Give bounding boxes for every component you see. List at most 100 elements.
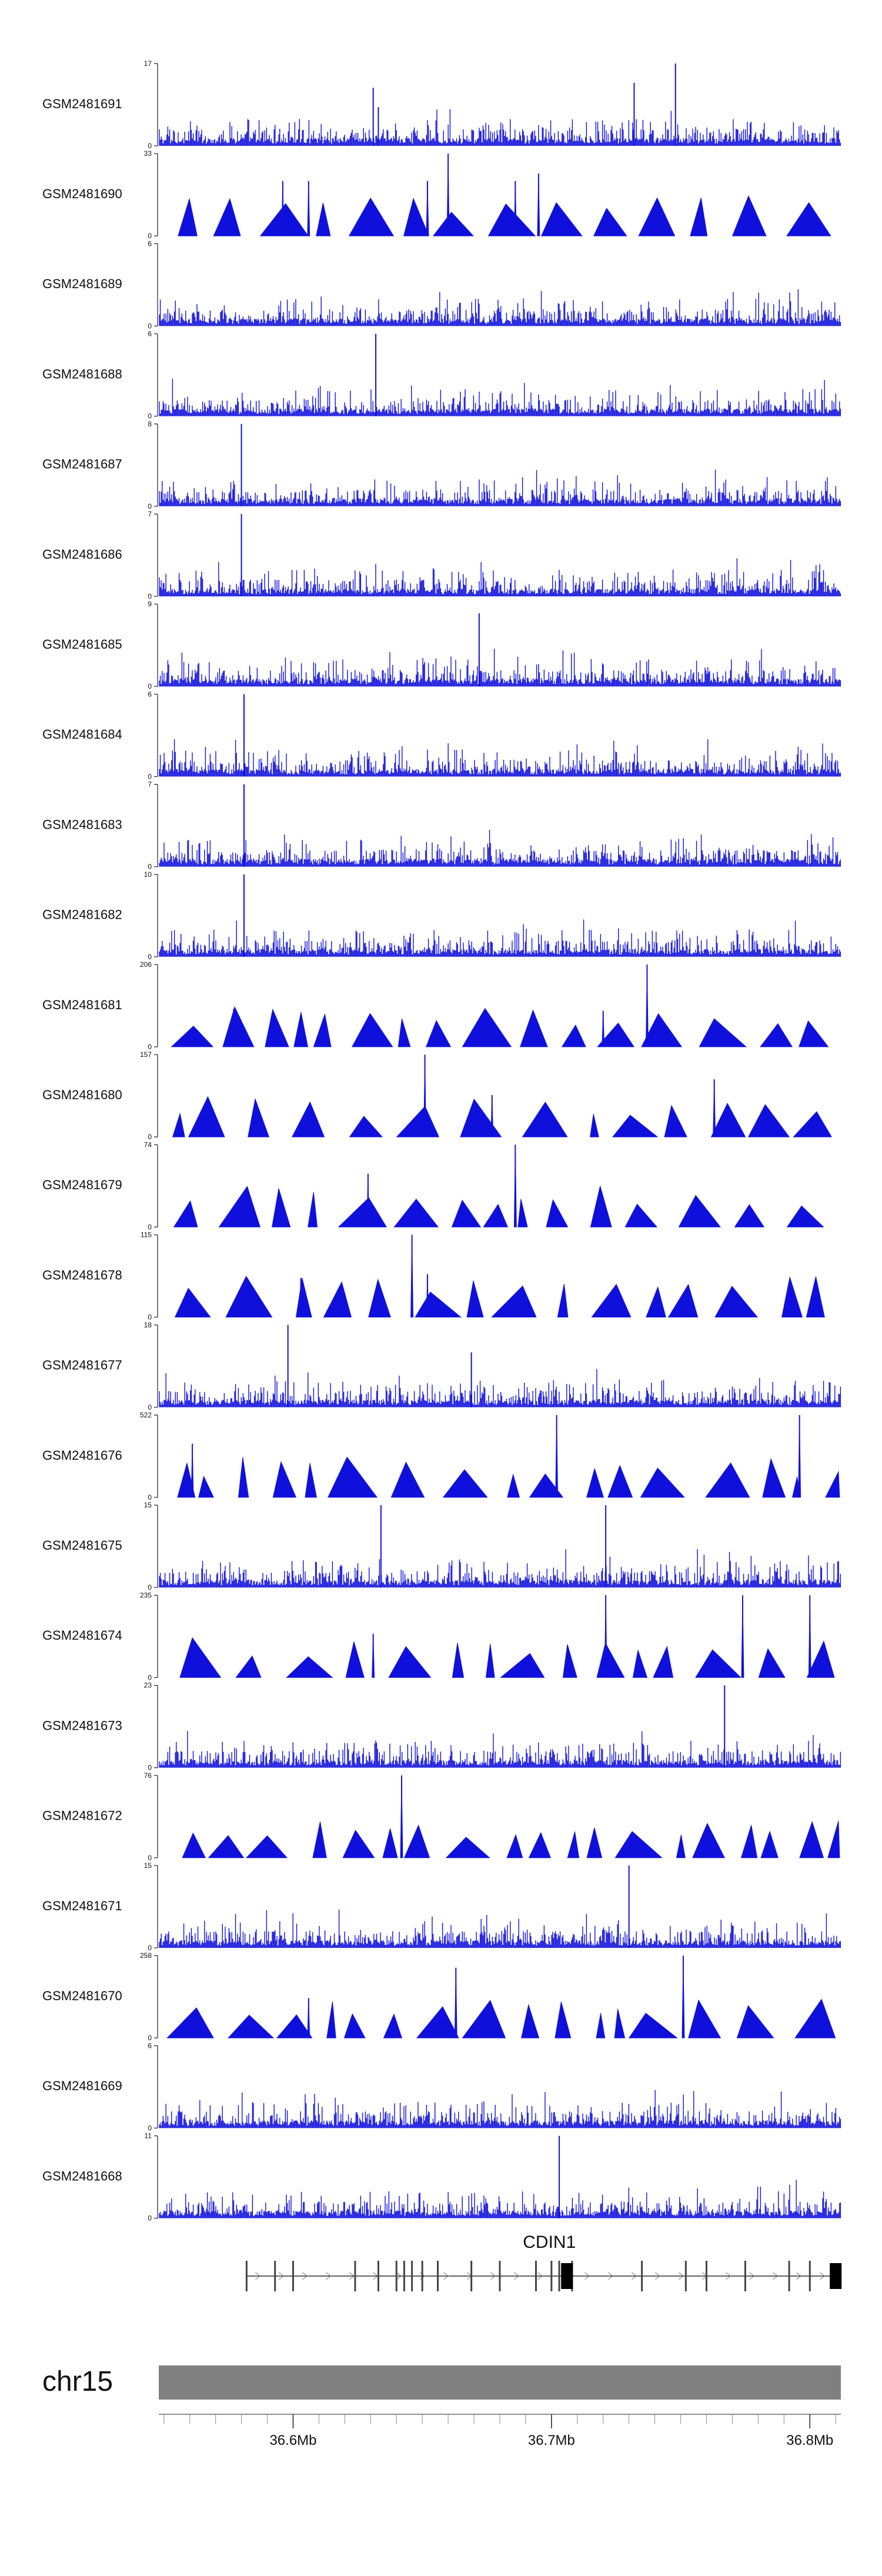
track-GSM2481670: GSM2481670 258 0 — [42, 1951, 836, 2042]
y-tick-max-label: 11 — [145, 2132, 152, 2140]
strand-arrow — [537, 2272, 543, 2280]
y-tick-max-label: 206 — [140, 960, 152, 969]
y-tick-max-label: 235 — [140, 1591, 152, 1599]
y-tick-max-label: 522 — [140, 1411, 152, 1419]
strand-arrow — [443, 2272, 449, 2280]
track-GSM2481671: GSM2481671 15 0 — [42, 1861, 841, 1952]
gene-exon — [437, 2261, 439, 2291]
strand-arrow — [514, 2272, 520, 2280]
strand-arrow — [349, 2272, 355, 2280]
coverage-signal — [159, 379, 841, 416]
gene-exon — [535, 2261, 537, 2291]
x-tick-label: 36.6Mb — [269, 2432, 316, 2448]
y-tick-zero-label: 0 — [148, 1493, 152, 1501]
strand-arrow — [490, 2272, 496, 2280]
y-tick-max-label: 74 — [144, 1140, 152, 1149]
coverage-signal — [159, 289, 841, 326]
track-GSM2481682: GSM2481682 10 0 — [42, 870, 841, 961]
gene-exon — [550, 2261, 553, 2291]
y-tick-max-label: 17 — [144, 59, 152, 68]
y-tick-max-label: 6 — [148, 330, 152, 338]
track-label: GSM2481678 — [42, 1267, 122, 1282]
y-tick-zero-label: 0 — [148, 1944, 152, 1952]
track-label: GSM2481683 — [42, 817, 122, 832]
gene-exon — [470, 2261, 473, 2291]
chromosome-ideogram-track: chr15 — [42, 2365, 841, 2400]
y-tick-max-label: 23 — [144, 1681, 152, 1690]
x-tick-label: 36.8Mb — [786, 2432, 833, 2448]
coverage-signal — [159, 830, 841, 867]
coverage-signal — [159, 1549, 841, 1588]
y-tick-zero-label: 0 — [148, 863, 152, 871]
strand-arrow — [820, 2272, 826, 2280]
y-tick-zero-label: 0 — [148, 1854, 152, 1862]
track-GSM2481687: GSM2481687 8 0 — [42, 420, 841, 510]
track-label: GSM2481668 — [42, 2168, 122, 2183]
track-label: GSM2481684 — [42, 727, 122, 742]
y-tick-zero-label: 0 — [148, 1673, 152, 1681]
track-label: GSM2481677 — [42, 1358, 122, 1373]
coverage-signal — [179, 1595, 835, 1678]
y-tick-zero-label: 0 — [148, 1403, 152, 1412]
track-label: GSM2481679 — [42, 1177, 122, 1192]
y-tick-zero-label: 0 — [148, 1133, 152, 1141]
y-tick-zero-label: 0 — [148, 1583, 152, 1591]
track-GSM2481674: GSM2481674 235 0 — [42, 1591, 835, 1681]
coverage-signal — [159, 1731, 841, 1768]
x-tick-label: 36.7Mb — [528, 2432, 575, 2448]
track-GSM2481680: GSM2481680 157 0 — [42, 1050, 832, 1141]
coverage-signal — [159, 1909, 841, 1948]
gene-exon — [274, 2261, 276, 2291]
strand-arrow — [749, 2272, 755, 2280]
y-tick-max-label: 18 — [144, 1321, 152, 1329]
track-label: GSM2481690 — [42, 186, 122, 201]
track-GSM2481678: GSM2481678 115 0 — [42, 1231, 825, 1322]
y-tick-max-label: 76 — [144, 1771, 152, 1780]
track-label: GSM2481672 — [42, 1808, 122, 1823]
gene-exon — [377, 2261, 379, 2291]
y-tick-max-label: 8 — [148, 420, 152, 428]
y-tick-zero-label: 0 — [148, 953, 152, 961]
track-GSM2481683: GSM2481683 7 0 — [42, 780, 841, 871]
gene-exon — [744, 2261, 746, 2291]
y-tick-max-label: 15 — [144, 1501, 152, 1509]
coverage-signal — [159, 739, 841, 777]
y-tick-max-label: 6 — [148, 690, 152, 698]
track-label: GSM2481689 — [42, 276, 122, 291]
coverage-signal — [159, 2180, 841, 2218]
gene-exon — [641, 2261, 643, 2291]
track-GSM2481689: GSM2481689 6 0 — [42, 239, 841, 330]
y-tick-zero-label: 0 — [148, 2214, 152, 2223]
track-GSM2481684: GSM2481684 6 0 — [42, 690, 841, 780]
coverage-signal — [173, 1144, 824, 1227]
genome-axis: 36.6Mb 36.7Mb 36.8Mb — [159, 2414, 841, 2448]
track-GSM2481691: GSM2481691 17 0 — [42, 59, 841, 150]
gene-exon — [558, 2261, 560, 2291]
gene-exon — [354, 2261, 356, 2291]
y-tick-max-label: 258 — [140, 1951, 152, 1960]
chromosome-bar — [159, 2365, 841, 2400]
strand-arrow — [632, 2272, 637, 2280]
y-tick-max-label: 33 — [144, 149, 152, 158]
strand-arrow — [679, 2272, 684, 2280]
track-GSM2481679: GSM2481679 74 0 — [42, 1140, 824, 1231]
y-tick-max-label: 6 — [148, 2041, 152, 2050]
track-label: GSM2481671 — [42, 1898, 122, 1913]
gene-coding-exon — [561, 2263, 573, 2289]
track-label: GSM2481675 — [42, 1538, 122, 1553]
strand-arrow — [326, 2272, 332, 2280]
y-tick-max-label: 7 — [148, 780, 152, 789]
track-GSM2481688: GSM2481688 6 0 — [42, 330, 841, 421]
track-label: GSM2481682 — [42, 907, 122, 922]
track-GSM2481686: GSM2481686 7 0 — [42, 510, 841, 600]
y-tick-zero-label: 0 — [148, 772, 152, 780]
track-GSM2481681: GSM2481681 206 0 — [42, 960, 829, 1051]
y-tick-zero-label: 0 — [148, 1764, 152, 1772]
track-label: GSM2481673 — [42, 1718, 122, 1733]
y-tick-max-label: 6 — [148, 239, 152, 248]
track-label: GSM2481688 — [42, 366, 122, 381]
y-tick-zero-label: 0 — [148, 1223, 152, 1231]
strand-arrow — [726, 2272, 731, 2280]
track-GSM2481669: GSM2481669 6 0 — [42, 2041, 841, 2132]
y-tick-zero-label: 0 — [148, 1043, 152, 1051]
